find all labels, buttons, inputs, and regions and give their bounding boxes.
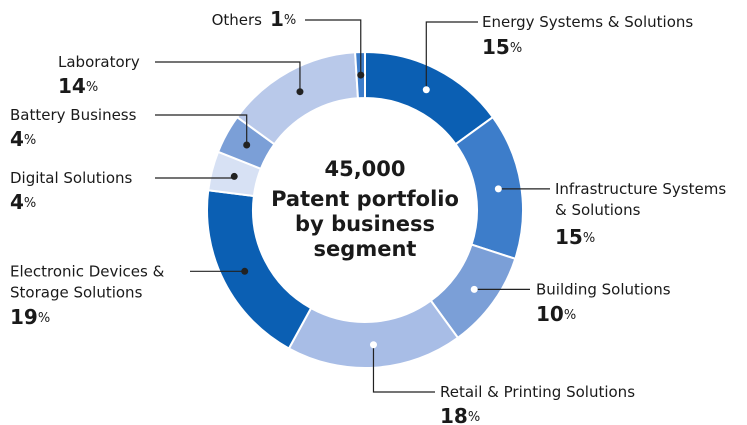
segment-label: Electronic Devices & Storage Solutions — [10, 262, 165, 301]
segment-label: Infrastructure Systems & Solutions — [555, 179, 726, 218]
leader-line — [425, 21, 478, 90]
leader-line — [305, 19, 362, 76]
leader-dot — [422, 86, 430, 94]
segment-label: Laboratory — [58, 53, 140, 71]
leader-line — [155, 61, 301, 92]
leader-dot — [241, 267, 249, 275]
value-label: 10% — [536, 302, 576, 326]
value-label: 4% — [10, 127, 36, 151]
leader-dot — [369, 341, 377, 349]
center-value: 45,000 — [324, 157, 405, 181]
segment-label: Energy Systems & Solutions — [482, 13, 693, 31]
segment-label: Battery Business — [10, 106, 137, 124]
leader-dot — [296, 88, 304, 96]
value-label: 18% — [440, 404, 480, 425]
value-label: 15% — [555, 225, 595, 249]
value-label: 4% — [10, 190, 36, 214]
donut-segment — [235, 51, 360, 146]
value-label: 1% — [270, 7, 296, 31]
value-label: 15% — [482, 35, 522, 59]
segment-label: Digital Solutions — [10, 169, 133, 187]
segment-label: Others — [212, 11, 263, 29]
center-label: Patent portfolio by business segment — [271, 187, 459, 261]
leader-dot — [494, 185, 502, 193]
leader-dot — [230, 172, 238, 180]
leader-dot — [357, 71, 365, 79]
value-label: 19% — [10, 305, 50, 329]
leader-line — [155, 114, 248, 145]
segment-label: Building Solutions — [536, 280, 671, 298]
segment-label: Retail & Printing Solutions — [440, 383, 635, 401]
donut-segment — [454, 115, 524, 261]
leader-line — [372, 344, 435, 393]
value-label: 14% — [58, 74, 98, 98]
leader-dot — [243, 141, 251, 149]
leader-dot — [470, 285, 478, 293]
